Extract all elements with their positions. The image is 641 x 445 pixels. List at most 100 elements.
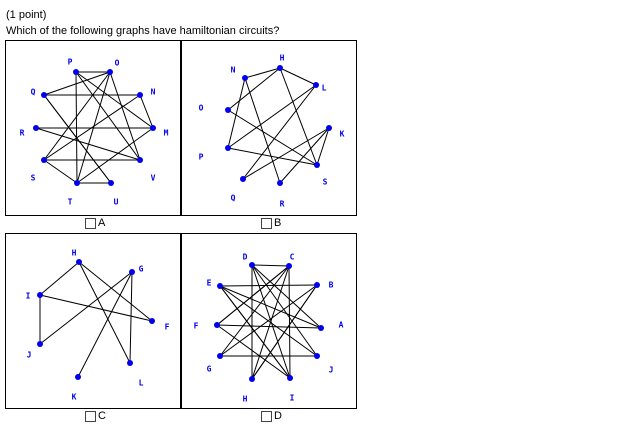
vertex: [214, 322, 220, 328]
vertex: [41, 92, 47, 98]
vertex-label: N: [151, 88, 156, 97]
vertex-label: Q: [31, 88, 36, 97]
option[interactable]: B: [261, 217, 281, 229]
edge: [242, 127, 330, 180]
vertex: [277, 65, 283, 71]
vertex: [314, 162, 320, 168]
vertex-label: K: [72, 393, 77, 402]
option-label: B: [274, 217, 282, 229]
vertex: [129, 269, 135, 275]
vertex: [217, 353, 223, 359]
vertex-label: G: [139, 265, 144, 274]
edge: [76, 127, 154, 184]
vertex: [249, 262, 255, 268]
edge: [43, 94, 112, 184]
edge: [251, 284, 318, 380]
vertex: [73, 69, 79, 75]
edge: [251, 264, 290, 267]
edge: [242, 84, 317, 180]
edge: [219, 285, 291, 379]
vertex: [249, 376, 255, 382]
edge: [279, 67, 317, 86]
vertex: [75, 374, 81, 380]
edge: [244, 77, 281, 184]
edge: [279, 127, 330, 184]
option[interactable]: C: [85, 410, 106, 422]
vertex-label: C: [290, 253, 295, 262]
vertex: [314, 282, 320, 288]
edge: [227, 84, 317, 149]
option[interactable]: A: [85, 217, 105, 229]
vertex-label: U: [114, 198, 119, 207]
edge: [77, 271, 133, 378]
vertex: [313, 82, 319, 88]
checkbox[interactable]: [85, 410, 96, 422]
vertex-label: P: [199, 153, 204, 162]
vertex: [37, 292, 43, 298]
vertex-label: T: [68, 198, 73, 207]
vertex-label: K: [340, 130, 345, 139]
edge: [219, 285, 322, 329]
vertex-label: I: [290, 394, 295, 403]
vertex-label: H: [72, 249, 77, 258]
vertex-label: L: [139, 379, 144, 388]
vertex-label: R: [20, 129, 25, 138]
edge: [78, 261, 153, 322]
checkbox[interactable]: [261, 217, 272, 229]
vertex: [107, 69, 113, 75]
vertex-label: V: [151, 174, 156, 183]
edge: [219, 284, 318, 287]
vertex: [74, 180, 80, 186]
edge: [35, 127, 141, 161]
edge: [227, 67, 281, 111]
option-label: A: [98, 217, 106, 229]
edge: [216, 265, 290, 326]
vertex: [108, 180, 114, 186]
vertex: [242, 75, 248, 81]
edge: [43, 71, 111, 96]
edge: [139, 94, 154, 129]
vertex-label: E: [207, 279, 212, 288]
edge: [227, 109, 318, 166]
vertex-label: H: [280, 54, 285, 63]
option-label: C: [98, 410, 106, 422]
vertex-label: L: [322, 84, 327, 93]
vertex: [127, 360, 133, 366]
vertex: [37, 341, 43, 347]
vertex: [314, 353, 320, 359]
edge: [288, 265, 291, 379]
edge: [43, 159, 78, 184]
vertex: [149, 318, 155, 324]
vertex: [240, 176, 246, 182]
edge: [39, 271, 133, 345]
vertex-label: J: [329, 366, 334, 375]
checkbox[interactable]: [85, 217, 96, 229]
edge: [251, 264, 322, 329]
vertex: [225, 107, 231, 113]
vertex: [33, 125, 39, 131]
vertex-label: N: [231, 66, 236, 75]
option[interactable]: D: [261, 410, 282, 422]
vertex: [277, 180, 283, 186]
vertex-label: S: [323, 178, 328, 187]
vertex-label: J: [27, 351, 32, 360]
vertex: [286, 263, 292, 269]
checkbox[interactable]: [261, 410, 272, 422]
edge: [216, 324, 291, 379]
edge: [78, 261, 131, 364]
vertex: [217, 283, 223, 289]
question-text: Which of the following graphs have hamil…: [6, 25, 280, 37]
edge: [75, 71, 154, 129]
vertex-label: F: [165, 323, 170, 332]
edge: [43, 71, 111, 161]
vertex: [318, 325, 324, 331]
option-label: D: [274, 410, 282, 422]
vertex-label: M: [164, 129, 169, 138]
vertex-label: O: [199, 104, 204, 113]
vertex-label: B: [329, 281, 334, 290]
edge: [39, 261, 80, 296]
vertex: [150, 125, 156, 131]
edge: [227, 147, 318, 166]
